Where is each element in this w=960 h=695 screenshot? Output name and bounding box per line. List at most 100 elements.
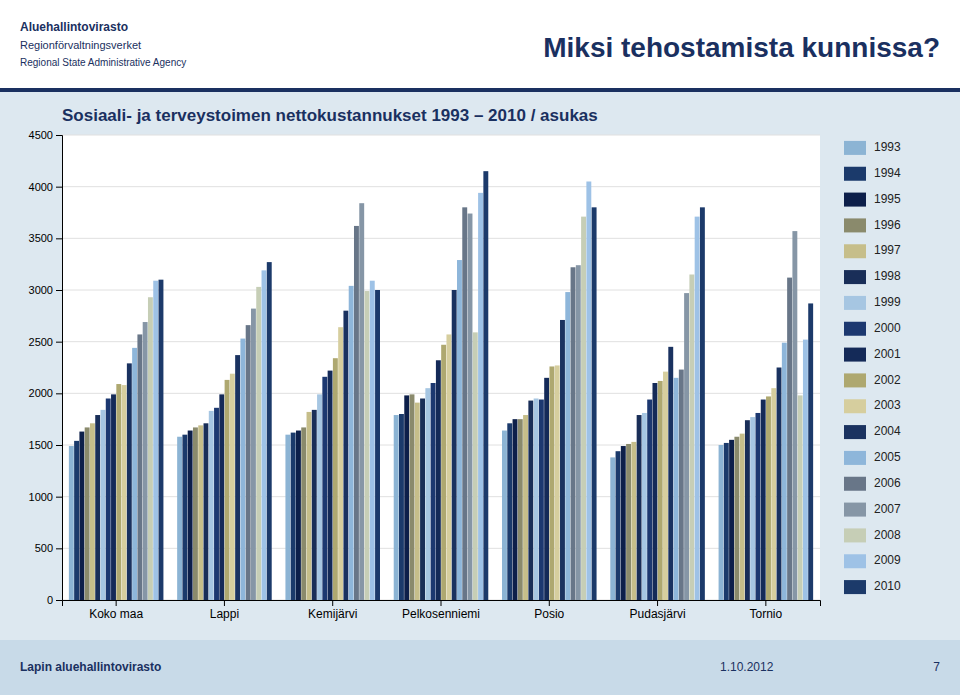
legend-label: 1997 (874, 243, 901, 257)
bar (528, 401, 533, 600)
bar (209, 411, 214, 600)
bar (415, 403, 420, 600)
bar (581, 217, 586, 600)
y-tick: 3500 (29, 232, 62, 244)
bar (761, 400, 766, 600)
y-axis: 050010001500200025003000350040004500 (29, 129, 63, 606)
y-tick-mark (56, 238, 62, 239)
bar (235, 355, 240, 600)
x-tick: Lappi (210, 600, 239, 621)
bar (668, 347, 673, 600)
organization-name: Aluehallintovirasto (20, 20, 128, 34)
bar (642, 413, 647, 600)
legend-swatch (844, 477, 866, 491)
bar (285, 435, 290, 600)
bar (301, 427, 306, 600)
legend-swatch (844, 554, 866, 568)
bar (193, 427, 198, 600)
legend-label: 1996 (874, 218, 901, 232)
bar (90, 423, 95, 600)
legend-label: 2004 (874, 424, 901, 438)
y-tick-label: 2000 (29, 387, 53, 399)
bar-series (137, 207, 792, 600)
legend-swatch (844, 580, 866, 594)
x-tick: Tornio (750, 600, 783, 621)
bar (483, 171, 488, 600)
legend-label: 1995 (874, 192, 901, 206)
bar (663, 372, 668, 600)
bar (473, 332, 478, 600)
legend-swatch (844, 503, 866, 517)
bar (631, 442, 636, 600)
bar (132, 348, 137, 600)
bar (724, 443, 729, 600)
x-tick-mark (224, 600, 225, 606)
y-tick-mark (56, 393, 62, 394)
bar (549, 366, 554, 600)
bar (251, 309, 256, 600)
bar (679, 370, 684, 600)
bar (122, 385, 127, 600)
header-separator (0, 88, 960, 92)
y-tick-mark (56, 445, 62, 446)
bar (740, 434, 745, 600)
legend-swatch (844, 528, 866, 542)
y-tick-label: 1000 (29, 491, 53, 503)
legend-label: 2007 (874, 502, 901, 516)
x-tick-label: Pudasjärvi (630, 607, 686, 621)
bar (576, 265, 581, 600)
x-tick-mark (332, 600, 333, 606)
bar (296, 431, 301, 600)
y-tick-label: 1500 (29, 439, 53, 451)
bar (267, 262, 272, 600)
legend-label: 2005 (874, 450, 901, 464)
x-tick: Posio (534, 600, 564, 621)
bar (404, 395, 409, 600)
legend-label: 1993 (874, 140, 901, 154)
legend-swatch (844, 244, 866, 258)
organization-name: Regional State Administrative Agency (20, 57, 186, 68)
bar (792, 231, 797, 600)
legend: 1993199419951996199719981999200020012002… (844, 140, 901, 594)
organization-name: Regionförvaltningsverket (20, 39, 141, 51)
bar-series (106, 377, 761, 600)
bar (246, 325, 251, 600)
bar (468, 214, 473, 600)
bar (734, 437, 739, 600)
x-tick: Pelkosenniemi (402, 600, 480, 621)
bar-series (95, 399, 750, 601)
bar (349, 286, 354, 600)
bar (219, 394, 224, 600)
bar (177, 437, 182, 600)
x-tick-mark (549, 600, 550, 606)
bar (719, 445, 724, 600)
grid-line (62, 393, 820, 394)
x-axis: Koko maaLappiKemijärviPelkosenniemiPosio… (63, 600, 821, 621)
legend-swatch (844, 373, 866, 387)
bar-series (122, 327, 777, 600)
grid (62, 135, 820, 600)
grid-line (62, 290, 820, 291)
bar (375, 290, 380, 600)
legend-swatch (844, 322, 866, 336)
bar (431, 383, 436, 600)
bar (766, 396, 771, 600)
bar (225, 380, 230, 600)
bar-series (90, 403, 745, 600)
bar (74, 441, 79, 600)
bar (658, 381, 663, 600)
x-tick-label: Koko maa (89, 607, 143, 621)
bar (777, 368, 782, 601)
bar-series (143, 203, 798, 600)
bar (798, 395, 803, 600)
bar (808, 303, 813, 600)
bar (410, 394, 415, 600)
bar (399, 414, 404, 600)
legend-swatch (844, 425, 866, 439)
bar (586, 182, 591, 601)
bar (338, 327, 343, 600)
bar (153, 281, 158, 600)
bar (616, 451, 621, 600)
bar (111, 394, 116, 600)
bar-series (85, 394, 740, 600)
